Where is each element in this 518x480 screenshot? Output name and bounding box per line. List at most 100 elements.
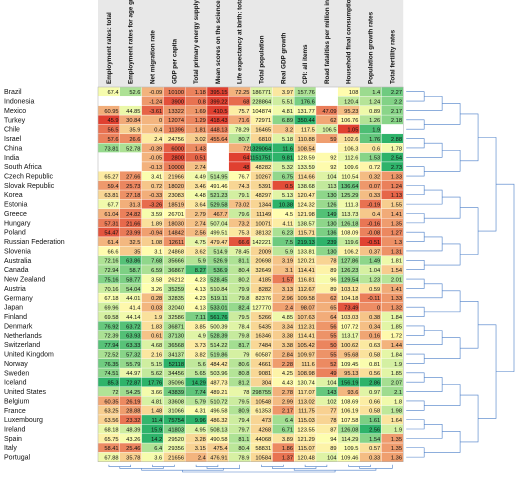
cell-value: 21656 — [168, 456, 184, 462]
cell-value: 3.34 — [282, 324, 293, 330]
cell-value: 113.02 — [298, 399, 315, 405]
cell-value: 3.38 — [282, 334, 293, 340]
cell-value: 69.58 — [104, 315, 118, 321]
cell-value: 298755 — [252, 390, 271, 396]
cell-value: 4.48 — [195, 193, 206, 199]
cell-value: 156.19 — [341, 381, 358, 387]
cell-value: 125.29 — [341, 193, 358, 199]
column-label: Household final consumption price indice… — [346, 0, 353, 84]
cell-value: 0.28 — [151, 296, 162, 302]
cell-value: 0.4 — [372, 212, 380, 218]
cell-value: 48297 — [255, 193, 271, 199]
cell-value: 72 — [243, 146, 249, 152]
cell-value: 3.1 — [285, 268, 293, 274]
dendrogram-branch — [348, 464, 371, 467]
cell-value: -0.16 — [367, 221, 380, 227]
cell-value: 82.4 — [238, 306, 249, 312]
cell-value: 455.64 — [210, 137, 227, 143]
cell-value: 1.24 — [369, 99, 380, 105]
dendrogram-branch — [424, 290, 461, 313]
dendrogram-branch — [460, 207, 479, 255]
dendrogram-branch — [406, 377, 443, 392]
cell-value: 1.4 — [372, 90, 380, 96]
cell-value: 5.15 — [151, 362, 162, 368]
row-label: Chile — [4, 127, 20, 134]
cell-value: 1.41 — [391, 287, 402, 293]
dendrogram-branch — [406, 142, 443, 158]
cell-value: 2009 — [259, 249, 272, 255]
cell-value: 142221 — [252, 240, 271, 246]
cell-value: 507.04 — [210, 221, 227, 227]
cell-value: 14842 — [168, 231, 184, 237]
cell-value: 1.85 — [391, 371, 402, 377]
cell-value: 561.76 — [210, 315, 227, 321]
row-label: Slovenia — [4, 248, 31, 255]
cell-value: 2.78 — [282, 390, 293, 396]
cell-value: 34456 — [168, 371, 184, 377]
cell-value: 0 — [377, 306, 380, 312]
cell-value: 35666 — [168, 259, 184, 265]
cell-value: 448.13 — [210, 128, 227, 134]
cell-value: 136.64 — [341, 184, 358, 190]
cell-value: 3.73 — [195, 343, 206, 349]
cell-value: 80.9 — [238, 409, 249, 415]
cell-value: 65.75 — [104, 437, 118, 443]
cell-value: 21.66 — [126, 221, 140, 227]
cell-value: 3.58 — [151, 277, 162, 283]
row-label: Germany — [4, 295, 33, 302]
cell-value: -3.26 — [149, 203, 162, 209]
cell-value: 79.5 — [238, 399, 249, 405]
cell-value: 5.51 — [282, 99, 293, 105]
cell-value: 48282 — [255, 165, 271, 171]
cell-value: 1151751 — [249, 156, 271, 162]
cell-value: 58.77 — [126, 277, 140, 283]
cell-value: 499.51 — [210, 231, 227, 237]
cell-value: 11.6 — [282, 146, 293, 152]
cell-value: 11.4 — [152, 418, 163, 424]
cell-value: 81.1 — [238, 437, 249, 443]
column-label: Road fatalities per million inhabitants — [324, 0, 331, 84]
cell-value: 126 — [327, 203, 337, 209]
cell-value: 2.86 — [369, 381, 380, 387]
cell-value: 9.81 — [282, 156, 293, 162]
cell-value: -0.94 — [149, 231, 162, 237]
cell-value: 1344 — [259, 203, 272, 209]
cell-value: 1.08 — [151, 240, 162, 246]
cell-value: 120.4 — [344, 99, 358, 105]
cell-value: 78 — [243, 390, 249, 396]
cell-value: 77.94 — [104, 343, 118, 349]
cell-value: 186771 — [252, 90, 271, 96]
cell-value: 89 — [330, 287, 336, 293]
cell-value: 37130 — [168, 334, 184, 340]
cell-value: 115.07 — [298, 446, 315, 452]
cell-value: 2.16 — [151, 352, 162, 358]
cell-value: 60587 — [255, 352, 271, 358]
heatmap-cell — [97, 96, 120, 106]
dendrogram-branch — [195, 464, 219, 467]
row-label: China — [4, 145, 22, 152]
cell-value: 0.56 — [369, 371, 380, 377]
cell-value: 3.41 — [151, 174, 162, 180]
cell-value: 27.18 — [126, 193, 140, 199]
cell-value: 63.72 — [126, 324, 140, 330]
cell-value: 111.75 — [298, 409, 315, 415]
cell-value: 10071 — [255, 221, 271, 227]
cell-value: 0.97 — [369, 390, 380, 396]
cell-value: 3.62 — [195, 249, 206, 255]
cell-value: 0.34 — [369, 324, 380, 330]
cell-value: 1.69 — [195, 109, 206, 115]
cell-value: 75.16 — [104, 277, 118, 283]
column-label: Employment rates: total — [106, 12, 113, 84]
cell-value: 4.11 — [282, 221, 293, 227]
cell-value: 60.35 — [104, 399, 118, 405]
cell-value: 1.55 — [391, 203, 402, 209]
cell-value: 127770 — [252, 306, 271, 312]
cell-value: 107.72 — [341, 324, 358, 330]
dendrogram-branch — [460, 301, 479, 349]
cell-value: 528.45 — [210, 277, 227, 283]
cell-value: 1.44 — [391, 343, 402, 349]
cell-value: 6.4 — [285, 418, 293, 424]
cell-value: 4661 — [259, 362, 272, 368]
